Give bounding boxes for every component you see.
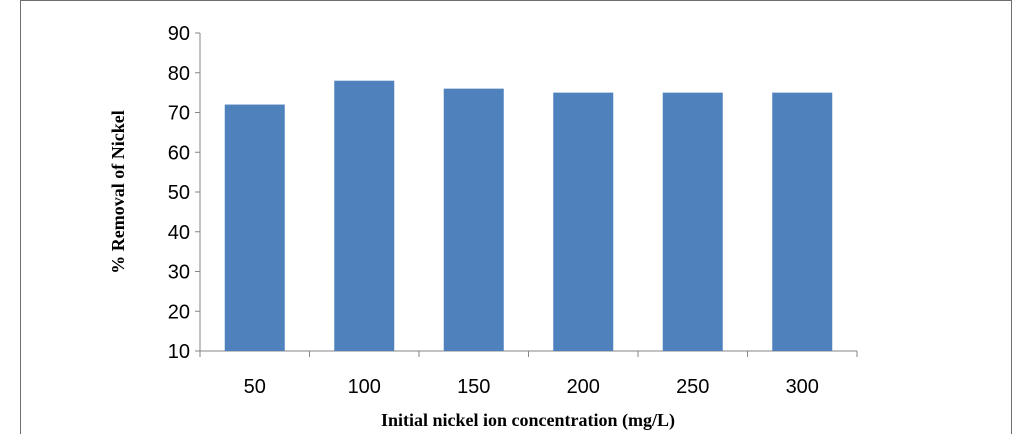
x-tick-label: 150 [457, 376, 490, 398]
bar-200 [553, 92, 614, 351]
x-tick-label: 200 [567, 376, 600, 398]
y-tick-label: 70 [168, 103, 190, 125]
x-axis-title: Initial nickel ion concentration (mg/L) [381, 410, 675, 431]
y-tick-label: 20 [168, 301, 190, 323]
chart-frame [20, 0, 1012, 434]
bar-250 [662, 92, 723, 351]
y-axis: 10 20 30 40 50 60 70 80 90 [168, 23, 201, 363]
y-tick-label: 60 [168, 142, 190, 164]
y-tick-label: 40 [168, 222, 190, 244]
x-axis: 50 100 150 200 250 300 [199, 350, 858, 398]
x-tick-label: 100 [348, 376, 381, 398]
y-axis-title: % Removal of Nickel [108, 110, 128, 273]
x-tick-label: 300 [786, 376, 819, 398]
y-tick-label: 10 [168, 341, 190, 363]
bars [224, 80, 833, 352]
x-tick-label: 50 [244, 376, 266, 398]
bar-300 [772, 92, 833, 351]
bar-100 [334, 80, 395, 351]
y-tick-label: 30 [168, 262, 190, 284]
x-tick-label: 250 [676, 376, 709, 398]
y-tick-label: 50 [168, 182, 190, 204]
y-tick-label: 80 [168, 63, 190, 85]
y-tick-label: 90 [168, 23, 190, 45]
bar-50 [224, 104, 285, 351]
bar-150 [443, 88, 504, 352]
